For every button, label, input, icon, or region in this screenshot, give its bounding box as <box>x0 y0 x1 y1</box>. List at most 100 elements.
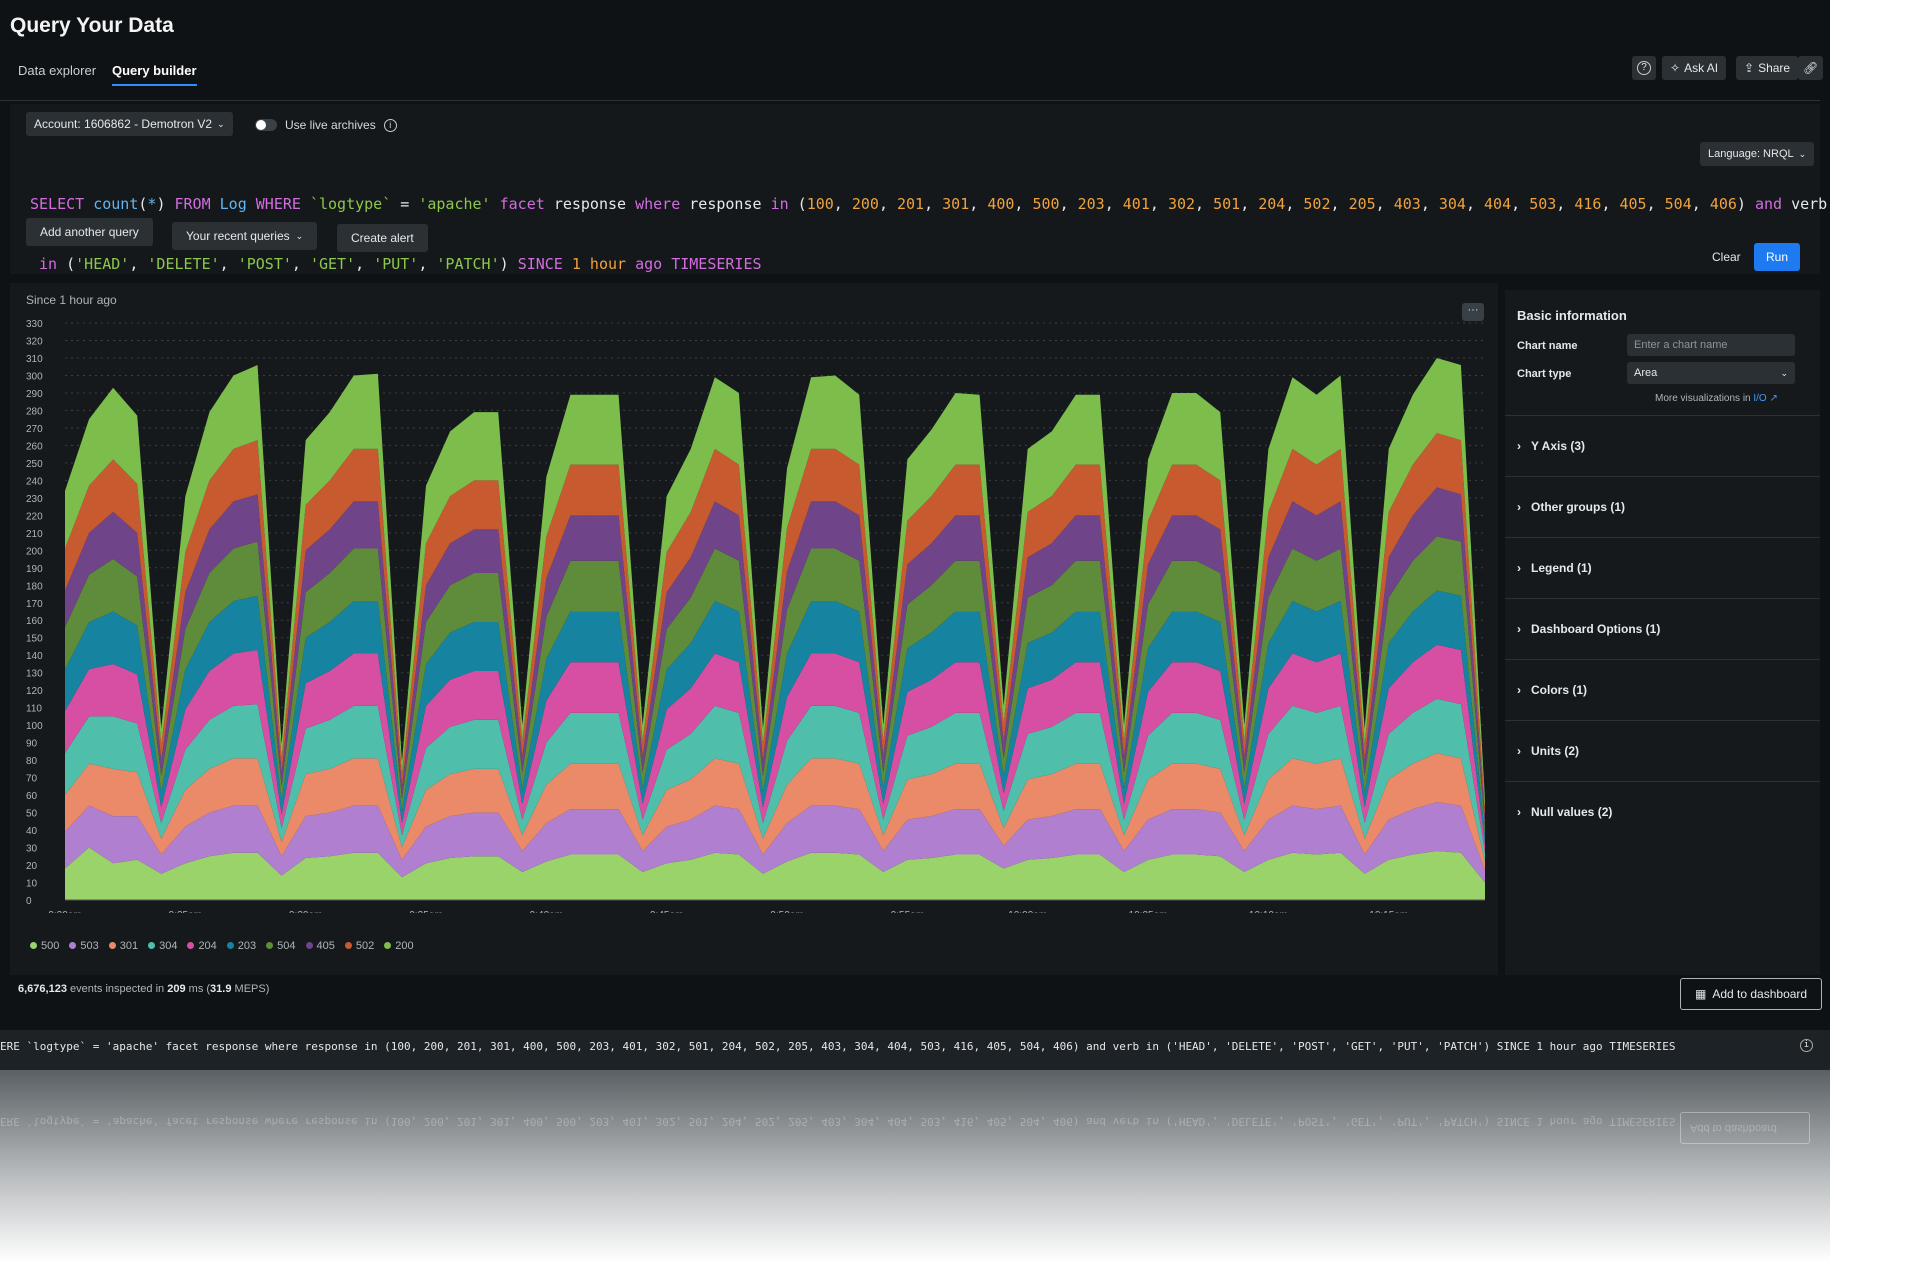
account-dropdown[interactable]: Account: 1606862 - Demotron V2 ⌄ <box>26 112 233 136</box>
query-token: 201 <box>897 195 925 213</box>
query-token: , <box>1556 195 1575 213</box>
language-dropdown[interactable]: Language: NRQL ⌄ <box>1700 142 1815 166</box>
help-button[interactable]: ? <box>1632 56 1656 80</box>
ask-ai-button[interactable]: ✧ Ask AI <box>1662 56 1727 80</box>
query-token: ) <box>499 255 518 273</box>
settings-section-y-axis[interactable]: › Y Axis (3) <box>1505 415 1820 476</box>
info-icon[interactable]: i <box>383 118 397 132</box>
tab-query-builder[interactable]: Query builder <box>112 63 197 86</box>
tab-data-explorer[interactable]: Data explorer <box>18 63 97 78</box>
query-your-data-window: Query Your Data Data explorer Query buil… <box>0 0 1830 1070</box>
query-token: 500 <box>1032 195 1060 213</box>
query-token: , <box>1646 195 1665 213</box>
y-tick-label: 200 <box>26 546 43 557</box>
chart-type-select[interactable]: Area ⌄ <box>1627 362 1795 384</box>
legend-item-504[interactable]: 504 <box>266 940 296 952</box>
x-tick-label: 9:50am <box>770 910 803 913</box>
add-another-query-button[interactable]: Add another query <box>26 218 153 246</box>
settings-section-null-values[interactable]: › Null values (2) <box>1505 781 1820 842</box>
query-token: FROM <box>174 195 220 213</box>
query-token: 204 <box>1258 195 1286 213</box>
y-tick-label: 270 <box>26 424 43 435</box>
x-tick-label: 10:15am <box>1369 910 1408 913</box>
query-token: , <box>355 255 374 273</box>
query-token: , <box>969 195 988 213</box>
y-tick-label: 280 <box>26 406 43 417</box>
query-token: 200 <box>851 195 879 213</box>
query-token: , <box>1465 195 1485 213</box>
query-token: 400 <box>987 195 1015 213</box>
query-token: , <box>1059 195 1078 213</box>
chart-name-input[interactable]: Enter a chart name <box>1627 334 1795 356</box>
legend-item-502[interactable]: 502 <box>344 940 374 952</box>
chevron-right-icon: › <box>1517 683 1521 697</box>
legend-swatch <box>384 942 392 949</box>
legend-item-200[interactable]: 200 <box>384 940 414 952</box>
chevron-right-icon: › <box>1517 622 1521 636</box>
settings-section-units[interactable]: › Units (2) <box>1505 720 1820 781</box>
query-token: 502 <box>1303 195 1331 213</box>
section-label: Dashboard Options (1) <box>1531 622 1661 636</box>
settings-section-dashboard-options[interactable]: › Dashboard Options (1) <box>1505 598 1820 659</box>
query-token: 205 <box>1348 195 1376 213</box>
query-history-bar[interactable]: ERE `logtype` = 'apache' facet response … <box>0 1030 1830 1070</box>
run-button[interactable]: Run <box>1754 243 1801 271</box>
area-series-503 <box>65 802 1485 883</box>
nrql-query-editor[interactable]: SELECT count(*) FROM Log WHERE `logtype`… <box>30 154 1827 314</box>
chevron-right-icon: › <box>1517 500 1521 514</box>
query-token: ) <box>1736 195 1755 213</box>
legend-item-503[interactable]: 503 <box>69 940 99 952</box>
section-label: Other groups (1) <box>1531 500 1626 514</box>
add-to-dashboard-button[interactable]: ▦ Add to dashboard <box>1680 978 1823 1010</box>
query-token: , <box>833 195 852 213</box>
legend-item-301[interactable]: 301 <box>108 940 138 952</box>
y-tick-label: 210 <box>26 529 43 540</box>
recent-queries-dropdown[interactable]: Your recent queries ⌄ <box>172 222 318 250</box>
chart-settings-panel: Basic information Chart name Enter a cha… <box>1505 290 1820 975</box>
query-token: 406 <box>1709 195 1737 213</box>
legend-item-304[interactable]: 304 <box>148 940 177 952</box>
clear-button[interactable]: Clear <box>1712 250 1741 264</box>
reflected-query-text: ERE `logtype` = 'apache' facet response … <box>0 1115 1676 1128</box>
chevron-down-icon: ⌄ <box>1780 367 1788 378</box>
query-token: SINCE <box>517 255 572 273</box>
query-token: 304 <box>1438 195 1466 213</box>
legend-swatch <box>266 942 274 949</box>
create-alert-button[interactable]: Create alert <box>337 224 428 252</box>
query-token: , <box>1195 195 1214 213</box>
query-token: response <box>553 195 636 213</box>
legend-swatch <box>108 942 116 949</box>
legend-item-405[interactable]: 405 <box>305 940 335 952</box>
settings-section-legend[interactable]: › Legend (1) <box>1505 537 1820 598</box>
query-token: , <box>1511 195 1530 213</box>
more-visualizations: More visualizations in I/O ↗ <box>1655 393 1778 404</box>
stacked-area-chart: 0 10 20 30 40 50 60 70 80 90 100 110 120 130 140 150 160… <box>26 319 1485 913</box>
y-tick-label: 300 <box>26 371 43 382</box>
x-tick-label: 9:55am <box>891 910 924 913</box>
io-link[interactable]: I/O <box>1753 393 1767 404</box>
section-label: Null values (2) <box>1531 805 1613 819</box>
ellipsis-icon[interactable]: ··· <box>1462 303 1484 321</box>
share-icon: ⇪ <box>1744 61 1755 75</box>
query-token: , <box>1330 195 1349 213</box>
legend-item-204[interactable]: 204 <box>187 940 217 952</box>
query-token: `logtype` <box>309 195 392 213</box>
query-token: = <box>391 195 419 213</box>
settings-section-other-groups[interactable]: › Other groups (1) <box>1505 476 1820 537</box>
y-tick-label: 120 <box>26 686 43 697</box>
share-button[interactable]: ⇪ Share <box>1736 56 1799 80</box>
query-token: 'PUT' <box>373 255 419 273</box>
section-label: Legend (1) <box>1531 561 1592 575</box>
info-icon[interactable]: i <box>1800 1039 1813 1052</box>
area-series-301 <box>65 753 1485 871</box>
live-archives-toggle[interactable] <box>255 119 277 131</box>
basic-information-heading: Basic information <box>1517 308 1627 323</box>
section-label: Colors (1) <box>1531 683 1588 697</box>
settings-section-colors[interactable]: › Colors (1) <box>1505 659 1820 720</box>
legend-item-500[interactable]: 500 <box>30 940 59 952</box>
copy-link-button[interactable]: 🔗︎ <box>1798 56 1824 80</box>
query-token: verb <box>1791 195 1828 213</box>
y-tick-label: 150 <box>26 634 43 645</box>
legend-item-203[interactable]: 203 <box>226 940 256 952</box>
y-tick-label: 160 <box>26 616 43 627</box>
